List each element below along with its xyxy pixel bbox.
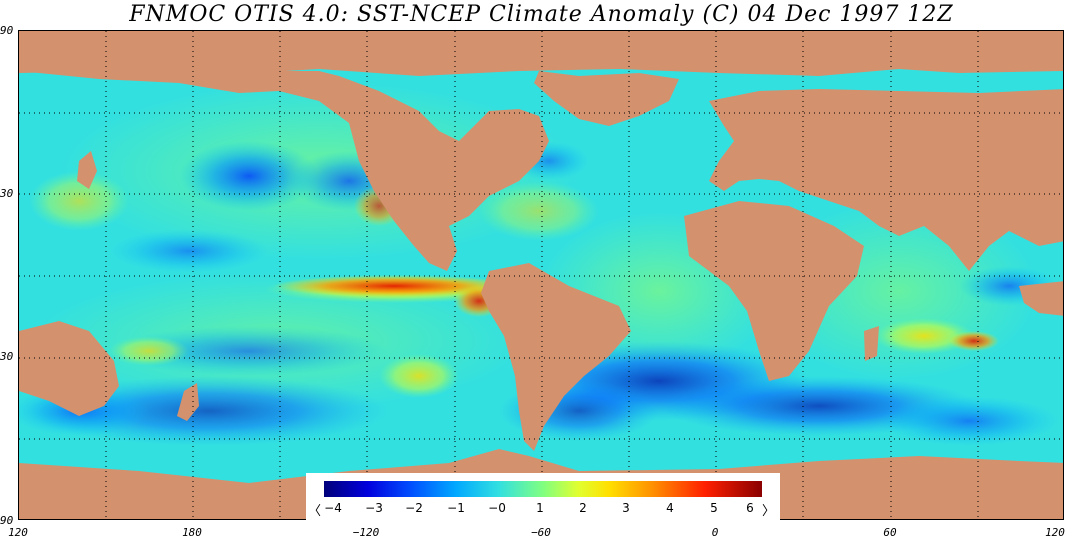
colorbar-tick: −3: [365, 501, 383, 515]
north-america: [19, 71, 549, 271]
graticule: [19, 31, 1063, 519]
lon-label-60e: 60: [883, 526, 897, 539]
map-canvas: [19, 31, 1063, 519]
colorbar-tick: 3: [622, 501, 630, 515]
colorbar-tick: 1: [536, 501, 544, 515]
colorbar-tick: 4: [666, 501, 674, 515]
colorbar-tick: 6: [746, 501, 754, 515]
colorbar-tick: 2: [579, 501, 587, 515]
lat-label-90n: 90: [0, 24, 14, 37]
south-america: [481, 263, 631, 451]
sst-anomaly-map: [18, 30, 1064, 520]
lon-label-180: 180: [182, 526, 202, 539]
lon-label-120e-right: 120: [1045, 526, 1065, 539]
lat-label-30s: 30: [0, 350, 14, 363]
colorbar-tick: −2: [405, 501, 423, 515]
lat-label-90s: 90: [0, 514, 14, 527]
lat-label-30n: 30: [0, 187, 14, 200]
lon-label-60w: −60: [531, 526, 551, 539]
colorbar-tick: −4: [324, 501, 342, 515]
colorbar-tick: −1: [447, 501, 465, 515]
colorbar-legend: 〈 −4 −3 −2 −1 −0 1 2 3 4 5 6 〉: [306, 473, 780, 521]
arctic-strip: [19, 31, 1063, 76]
lon-label-0: 0: [711, 526, 719, 539]
australia: [19, 321, 119, 416]
japan: [77, 151, 97, 189]
colorbar-right-arrow: 〉: [762, 504, 776, 519]
eurasia: [709, 89, 1063, 271]
map-title: FNMOC OTIS 4.0: SST-NCEP Climate Anomaly…: [129, 2, 954, 27]
colorbar-tick: −0: [488, 501, 506, 515]
lon-label-120w: −120: [352, 526, 380, 539]
madagascar: [864, 326, 879, 361]
indonesia: [1019, 281, 1063, 316]
lon-label-120e: 120: [8, 526, 28, 539]
colorbar-left-arrow: 〈: [308, 504, 322, 519]
africa: [684, 201, 864, 381]
colorbar-gradient: [324, 481, 762, 497]
greenland: [534, 71, 679, 126]
colorbar-tick: 5: [710, 501, 718, 515]
